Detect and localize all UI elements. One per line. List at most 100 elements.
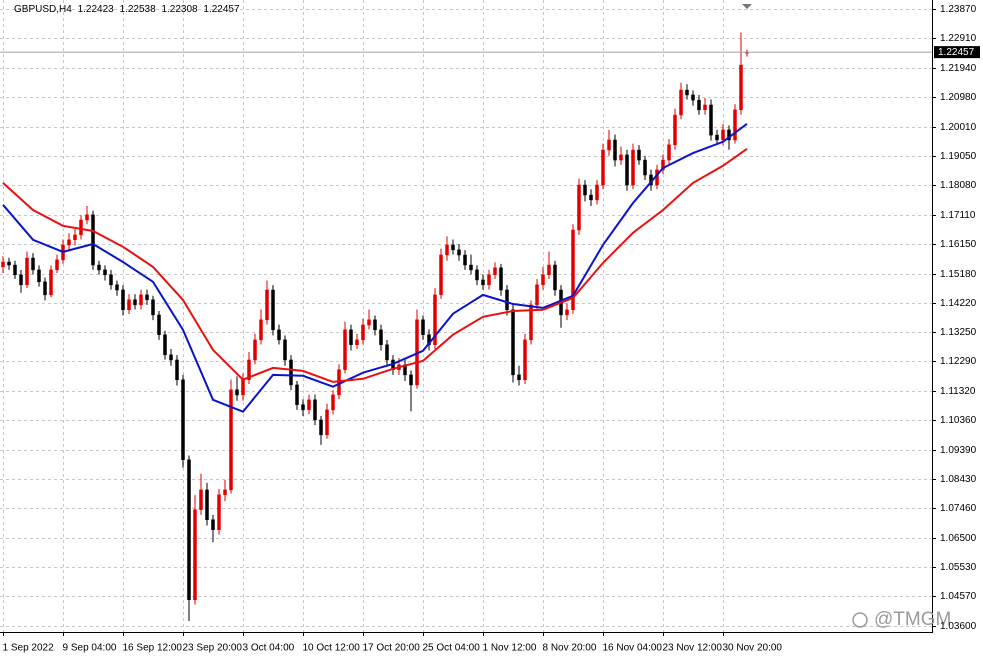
candle-body <box>217 494 221 531</box>
x-tick-label: 25 Oct 04:00 <box>423 643 481 654</box>
candle-body <box>13 264 17 276</box>
candle-body <box>721 129 725 141</box>
candle-body <box>637 149 641 161</box>
header-low: 1.22308 <box>161 4 198 15</box>
x-tick-label: 8 Nov 20:00 <box>543 643 597 654</box>
candle-body <box>409 374 413 386</box>
symbol: GBPUSD,H4 <box>14 4 72 15</box>
candle-body <box>73 234 77 241</box>
candle-body <box>175 359 179 380</box>
candle-body <box>85 214 89 221</box>
candle-body <box>577 184 581 231</box>
candle-body <box>91 214 95 266</box>
candle-body <box>259 319 263 341</box>
header-close: 1.22457 <box>203 4 240 15</box>
y-tick-label: 1.22910 <box>940 33 977 44</box>
candle-body <box>679 89 683 116</box>
candle-body <box>139 294 143 306</box>
candle-body <box>271 289 275 331</box>
candle-body <box>439 254 443 296</box>
candle-body <box>343 329 347 370</box>
candle-body <box>565 309 569 316</box>
candle-body <box>697 99 701 111</box>
candle-body <box>103 269 107 276</box>
candle-body <box>301 404 305 411</box>
candle-body <box>643 159 647 176</box>
candle-body <box>235 389 239 396</box>
candle-body <box>205 489 209 520</box>
y-tick-label: 1.19050 <box>940 151 977 162</box>
y-tick-label: 1.04570 <box>940 591 977 602</box>
x-tick-label: 16 Nov 04:00 <box>603 643 663 654</box>
candle-body <box>7 261 11 266</box>
y-tick-label: 1.05530 <box>940 562 977 573</box>
candle-body <box>715 134 719 141</box>
candle-body <box>685 89 689 96</box>
candle-body <box>187 459 191 600</box>
x-tick-label: 16 Sep 12:00 <box>123 643 183 654</box>
candle-body <box>589 194 593 201</box>
candle-body <box>493 267 497 276</box>
candle-body <box>475 269 479 281</box>
shift-marker <box>742 4 752 9</box>
candle-body <box>373 319 377 331</box>
candle-body <box>511 309 515 376</box>
candle-body <box>127 299 131 311</box>
candle-body <box>607 139 611 151</box>
candle-body <box>289 359 293 386</box>
y-tick-label: 1.12290 <box>940 356 977 367</box>
candle-body <box>283 339 287 361</box>
candle-body <box>49 269 53 296</box>
candle-body <box>601 149 605 186</box>
candle-body <box>361 324 365 341</box>
candle-body <box>523 339 527 380</box>
candle-body <box>313 399 317 421</box>
y-tick-label: 1.18080 <box>940 180 977 191</box>
x-tick-label: 17 Oct 20:00 <box>363 643 421 654</box>
candle-body <box>355 339 359 346</box>
moving-average <box>2 123 748 413</box>
candle-body <box>109 274 113 286</box>
candle-body <box>229 389 233 491</box>
candle-body <box>535 284 539 306</box>
plot <box>1 32 749 622</box>
y-tick-label: 1.23870 <box>940 4 977 15</box>
candle-body <box>739 64 743 111</box>
y-tick-label: 1.03600 <box>940 621 977 632</box>
watermark: @TMGM <box>874 609 951 630</box>
candle-body <box>613 139 617 161</box>
x-tick-label: 1 Sep 2022 <box>3 643 55 654</box>
candle-body <box>457 249 461 256</box>
candle-body <box>157 314 161 335</box>
candle-body <box>331 394 335 411</box>
candle-body <box>247 359 251 380</box>
candle-body <box>631 149 635 186</box>
candle-body <box>67 239 71 246</box>
candle-body <box>265 289 269 321</box>
watermark-icon <box>852 612 868 628</box>
candle-body <box>79 219 83 236</box>
candle-body <box>145 294 149 300</box>
candle-body <box>433 294 437 346</box>
y-tick-label: 1.20010 <box>940 122 977 133</box>
candle-body <box>181 379 185 461</box>
y-tick-label: 1.17110 <box>940 210 976 221</box>
candle-body <box>211 519 215 531</box>
y-tick-label: 1.16150 <box>940 239 977 250</box>
candle-body <box>661 159 665 171</box>
candle-body <box>691 94 695 101</box>
candle-body <box>349 329 353 346</box>
y-tick-label: 1.21940 <box>940 63 977 74</box>
y-tick-label: 1.07460 <box>940 503 977 514</box>
y-tick-label: 1.10360 <box>940 415 977 426</box>
candle-body <box>451 244 455 251</box>
candle-body <box>133 299 137 306</box>
moving-average <box>2 147 748 383</box>
candle-body <box>733 109 737 141</box>
x-tick-label: 3 Oct 04:00 <box>243 643 295 654</box>
candle-body <box>151 299 155 316</box>
x-tick-label: 1 Nov 12:00 <box>483 643 537 654</box>
x-tick-label: 23 Sep 20:00 <box>183 643 243 654</box>
candle-body <box>25 257 29 286</box>
candle-body <box>241 379 245 396</box>
